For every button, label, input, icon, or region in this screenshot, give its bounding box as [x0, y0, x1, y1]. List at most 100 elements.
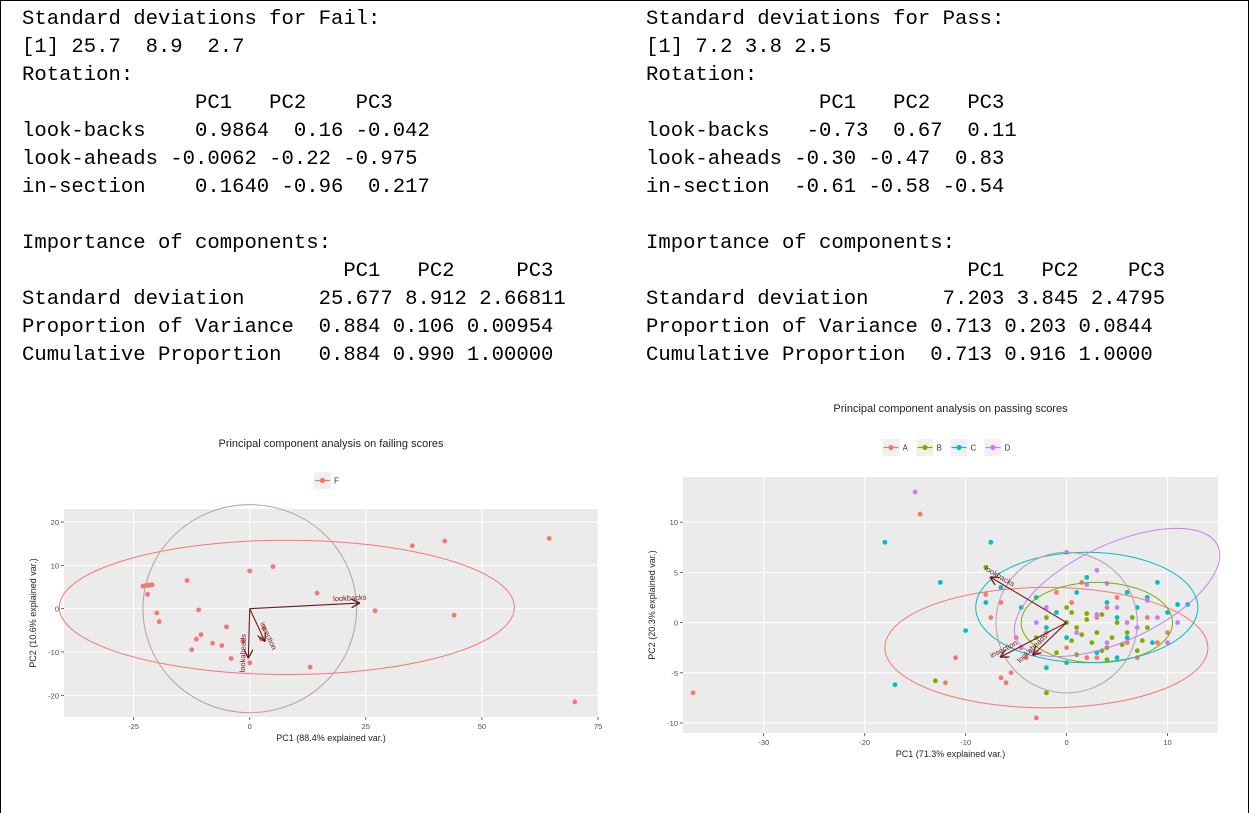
confidence-ellipse: [1013, 527, 1221, 658]
data-point-b: [1104, 657, 1110, 663]
data-point-b: [1084, 611, 1090, 616]
data-point-c: [1165, 610, 1170, 615]
text-line: Standard deviations for Pass:: [646, 8, 1005, 31]
data-point-b: [1099, 612, 1105, 617]
text-line: Proportion of Variance 0.713 0.203 0.084…: [646, 316, 1153, 339]
data-point-c: [983, 600, 989, 605]
legend-key-point: [319, 477, 326, 484]
legend-label-d: D: [1005, 444, 1011, 453]
data-point-c: [1043, 625, 1049, 630]
frame-top-border: [0, 0, 1249, 1]
legend-key-point: [956, 444, 962, 451]
data-point-d: [1114, 605, 1120, 610]
data-point-b: [1094, 630, 1100, 636]
data-point-a: [1069, 600, 1075, 605]
data-point-b: [1134, 648, 1140, 654]
x-tick-label: 0: [1064, 738, 1068, 747]
data-point-f: [247, 660, 253, 666]
text-line: in-section 0.1640 -0.96 0.217: [22, 176, 430, 199]
text-line: PC1 PC2 PC3: [22, 92, 393, 115]
data-point-a: [943, 680, 948, 686]
data-point-f: [193, 636, 199, 642]
confidence-ellipse: [58, 539, 515, 676]
data-point-a: [1094, 655, 1100, 661]
text-line: look-backs 0.9864 0.16 -0.042: [22, 120, 430, 143]
data-point-d: [1165, 640, 1170, 646]
loading-arrow-insection: [1001, 622, 1067, 657]
text-line: look-aheads -0.30 -0.47 0.83: [646, 148, 1005, 171]
data-point-d: [1104, 640, 1110, 646]
text-line: Proportion of Variance 0.884 0.106 0.009…: [22, 316, 554, 339]
data-point-b: [1089, 640, 1095, 646]
data-point-b: [1144, 625, 1150, 630]
text-line: Cumulative Proportion 0.713 0.916 1.0000: [646, 344, 1153, 367]
text-line: Standard deviations for Fail:: [22, 8, 381, 31]
data-point-c: [1149, 640, 1155, 646]
data-point-b: [1124, 630, 1130, 636]
text-line: in-section -0.61 -0.58 -0.54: [646, 176, 1005, 199]
data-point-f: [156, 619, 162, 625]
data-point-f: [240, 638, 246, 644]
loading-arrow-lookaheads: [1033, 622, 1067, 655]
loading-arrow-lookbacks: [249, 603, 359, 610]
text-line: [1] 7.2 3.8 2.5: [646, 36, 832, 59]
data-point-a: [1084, 655, 1090, 661]
legend-label-f: F: [334, 477, 339, 486]
frame-left-border: [0, 0, 1, 813]
y-tick-label: 10: [51, 561, 59, 570]
data-point-b: [1129, 615, 1135, 620]
data-point-d: [1094, 612, 1100, 617]
data-point-b: [1064, 605, 1069, 610]
data-point-a: [1003, 680, 1009, 686]
y-tick-label: -10: [48, 648, 59, 657]
data-point-f: [219, 643, 225, 648]
data-point-a: [983, 592, 989, 597]
data-point-c: [938, 580, 943, 585]
data-point-f: [314, 590, 320, 596]
data-point-a: [1064, 645, 1069, 651]
loading-arrow-lookbacks: [991, 577, 1067, 624]
data-point-c: [1155, 580, 1160, 585]
data-point-f: [261, 625, 267, 631]
data-point-c: [988, 539, 994, 545]
data-point-b: [1109, 635, 1115, 641]
text-line: Cumulative Proportion 0.884 0.990 1.0000…: [22, 344, 554, 367]
y-tick-label: -5: [671, 669, 678, 678]
data-point-a: [917, 511, 923, 517]
y-axis-label: PC2 (10.6% explained var.): [28, 558, 38, 668]
data-point-a: [953, 655, 958, 661]
text-line: [1] 25.7 8.9 2.7: [22, 36, 245, 59]
x-tick-label: 10: [1163, 738, 1171, 747]
data-point-a: [998, 600, 1004, 605]
x-tick-label: -10: [960, 738, 971, 747]
text-line: Standard deviation 7.203 3.845 2.4795: [646, 288, 1166, 311]
data-point-a: [998, 675, 1004, 681]
loading-label-lookbacks: lookbacks: [333, 593, 367, 604]
data-point-a: [690, 690, 696, 696]
data-point-b: [1084, 617, 1090, 622]
data-point-a: [988, 615, 994, 620]
data-point-f: [154, 610, 160, 616]
data-point-b: [1079, 632, 1085, 638]
confidence-ellipse: [884, 586, 1209, 709]
correlation-circle: [142, 504, 358, 714]
y-tick-label: 5: [674, 568, 678, 577]
data-point-a: [1079, 580, 1085, 585]
legend-key-point: [888, 444, 894, 451]
x-axis-label: PC1 (71.3% explained var.): [896, 749, 1006, 759]
data-point-d: [1155, 615, 1160, 620]
loading-label-lookaheads: lookaheads: [238, 634, 248, 673]
data-point-b: [1054, 650, 1059, 656]
data-point-a: [1114, 595, 1120, 600]
data-point-c: [1124, 635, 1130, 641]
data-point-f: [184, 578, 190, 583]
y-tick-label: -20: [48, 691, 59, 700]
confidence-ellipse: [975, 551, 1199, 664]
data-point-d: [1175, 620, 1181, 625]
data-point-b: [1074, 625, 1080, 630]
legend-label-c: C: [971, 444, 977, 453]
legend-key-point: [990, 444, 996, 451]
plot-panel: [64, 509, 598, 717]
data-point-c: [1114, 615, 1120, 620]
data-point-d: [1074, 630, 1080, 636]
